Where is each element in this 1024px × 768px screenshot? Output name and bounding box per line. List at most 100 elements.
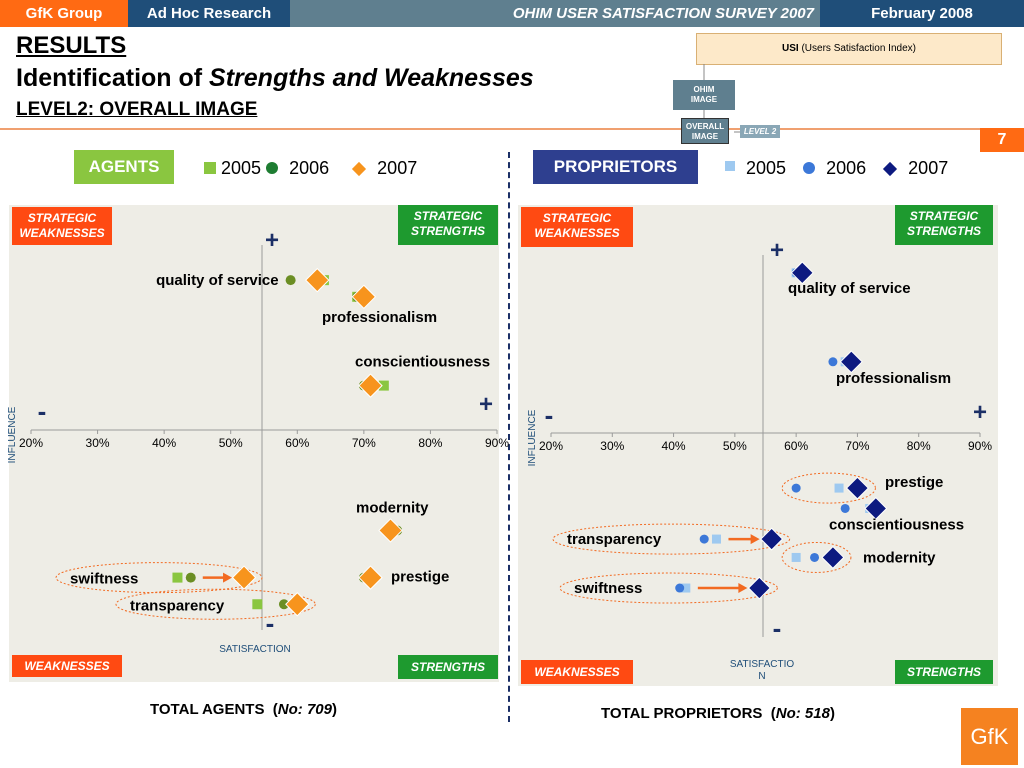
trend-arrowhead-transparency <box>750 534 760 545</box>
trend-arrowhead-swiftness <box>738 583 748 594</box>
x-tick-label: 40% <box>662 439 686 453</box>
point-2005-conscientiousness <box>378 380 389 391</box>
agents-legend: 2005 2006 2007 <box>204 158 417 179</box>
attribute-label-professionalism: professionalism <box>322 309 437 326</box>
page-title: Identification of Strengths and Weakness… <box>16 64 534 92</box>
proprietors-chart: 20% 30% 40% 50% 60% 70% 80% 90% INFLUENCE SATISFA… <box>527 237 992 682</box>
attribute-label-professionalism: professionalism <box>836 370 951 387</box>
x-tick-label: 90% <box>968 439 992 453</box>
x-tick-label: 20% <box>19 436 43 450</box>
x-tick-label: 20% <box>539 439 563 453</box>
point-2007-modernity <box>378 518 403 543</box>
gfk-logo: GfK <box>961 708 1018 765</box>
point-2005-prestige <box>834 483 844 493</box>
point-2007-professionalism <box>351 284 377 310</box>
node-ohim-image: OHIM IMAGE <box>673 80 735 110</box>
attribute-label-conscientiousness: conscientiousness <box>355 354 490 371</box>
top-bar: GfK Group Ad Hoc Research OHIM USER SATI… <box>0 0 1024 27</box>
plus-sign: + <box>973 399 987 426</box>
point-2007-prestige <box>358 565 383 590</box>
point-2006-transparency <box>699 534 709 544</box>
attribute-label-transparency: transparency <box>130 597 225 614</box>
point-2005-modernity <box>791 552 801 562</box>
point-2006-swiftness <box>675 583 685 593</box>
trend-arrowhead-swiftness <box>223 572 233 583</box>
attribute-label-modernity: modernity <box>356 499 429 516</box>
point-2006-swiftness <box>185 572 196 583</box>
attribute-label-prestige: prestige <box>391 569 449 586</box>
point-2006-quality-of-service <box>285 275 296 286</box>
point-2007-swiftness <box>747 576 771 600</box>
agents-strategic-strengths-label: STRATEGIC STRENGTHS <box>398 205 498 245</box>
minus-sign: - <box>266 608 275 638</box>
node-overall-image: OVERALL IMAGE <box>681 118 729 144</box>
panel-divider <box>508 152 510 722</box>
agents-total: TOTAL AGENTS (No: 709) <box>150 701 337 718</box>
x-tick-label: 60% <box>784 439 808 453</box>
attribute-label-conscientiousness: conscientiousness <box>829 516 964 533</box>
point-2007-quality-of-service <box>305 267 330 293</box>
attribute-label-swiftness: swiftness <box>70 571 138 588</box>
x-tick-label: 80% <box>907 439 931 453</box>
x-axis-title: SATISFACTIO <box>730 659 794 670</box>
level-subtitle: LEVEL2: OVERALL IMAGE <box>16 99 258 120</box>
x-axis-title-cont: N <box>758 671 765 682</box>
y-axis-title: INFLUENCE <box>7 406 18 463</box>
highlight-ellipse-transparency <box>552 523 791 555</box>
agents-weaknesses-label: WEAKNESSES <box>12 655 122 677</box>
plus-sign: + <box>770 237 784 264</box>
date-label: February 2008 <box>820 0 1024 27</box>
attribute-label-quality-of-service: quality of service <box>788 280 911 297</box>
agents-tag: AGENTS <box>74 150 174 184</box>
x-tick-label: 90% <box>485 436 509 450</box>
minus-sign: - <box>545 400 554 430</box>
point-2006-transparency <box>278 599 289 610</box>
point-2005-swiftness <box>681 583 691 593</box>
point-2005-swiftness <box>172 572 183 583</box>
point-2007-quality-of-service <box>790 261 814 285</box>
x-axis-title: SATISFACTION <box>219 644 291 655</box>
highlight-ellipse-prestige <box>781 472 876 504</box>
legend-square-icon <box>204 162 216 174</box>
point-2007-transparency <box>285 592 310 617</box>
point-2006-conscientiousness <box>840 503 850 513</box>
x-tick-label: 50% <box>723 439 747 453</box>
x-tick-label: 30% <box>600 439 624 453</box>
x-tick-label: 80% <box>418 436 442 450</box>
proprietors-strategic-weaknesses-label: STRATEGIC WEAKNESSES <box>521 207 633 247</box>
point-2007-conscientiousness <box>864 496 888 520</box>
point-2006-modernity <box>810 552 820 562</box>
x-tick-label: 50% <box>219 436 243 450</box>
proprietors-tag: PROPRIETORS <box>533 150 698 184</box>
point-2007-modernity <box>821 545 845 569</box>
proprietors-strengths-label: STRENGTHS <box>895 660 993 684</box>
section-label: Ad Hoc Research <box>128 0 290 27</box>
plus-sign: + <box>265 227 279 254</box>
brand-label: GfK Group <box>0 0 128 27</box>
proprietors-total: TOTAL PROPRIETORS (No: 518) <box>601 705 835 722</box>
x-tick-label: 40% <box>152 436 176 450</box>
page-number: 7 <box>980 128 1024 152</box>
point-2007-swiftness <box>231 565 257 590</box>
attribute-label-modernity: modernity <box>863 549 936 566</box>
highlight-ellipse-modernity <box>781 541 852 573</box>
x-tick-label: 70% <box>352 436 376 450</box>
point-2005-transparency <box>711 534 721 544</box>
point-2007-professionalism <box>839 350 863 374</box>
legend-circle-icon <box>266 162 279 174</box>
proprietors-plot-area <box>518 205 998 686</box>
legend-circle-icon <box>803 162 816 174</box>
survey-title: OHIM USER SATISFACTION SURVEY 2007 <box>290 0 820 27</box>
minus-sign: - <box>773 613 782 643</box>
attribute-label-transparency: transparency <box>567 531 662 548</box>
minus-sign: - <box>38 396 47 426</box>
agents-strengths-label: STRENGTHS <box>398 655 498 679</box>
point-2007-conscientiousness <box>358 373 383 398</box>
highlight-ellipse-swiftness <box>55 562 263 594</box>
title-rule <box>0 128 1024 130</box>
attribute-label-swiftness: swiftness <box>574 580 642 597</box>
x-tick-label: 60% <box>285 436 309 450</box>
plus-sign: + <box>479 391 493 418</box>
point-2006-prestige <box>791 483 801 493</box>
usi-box: USI (Users Satisfaction Index) <box>696 33 1002 65</box>
